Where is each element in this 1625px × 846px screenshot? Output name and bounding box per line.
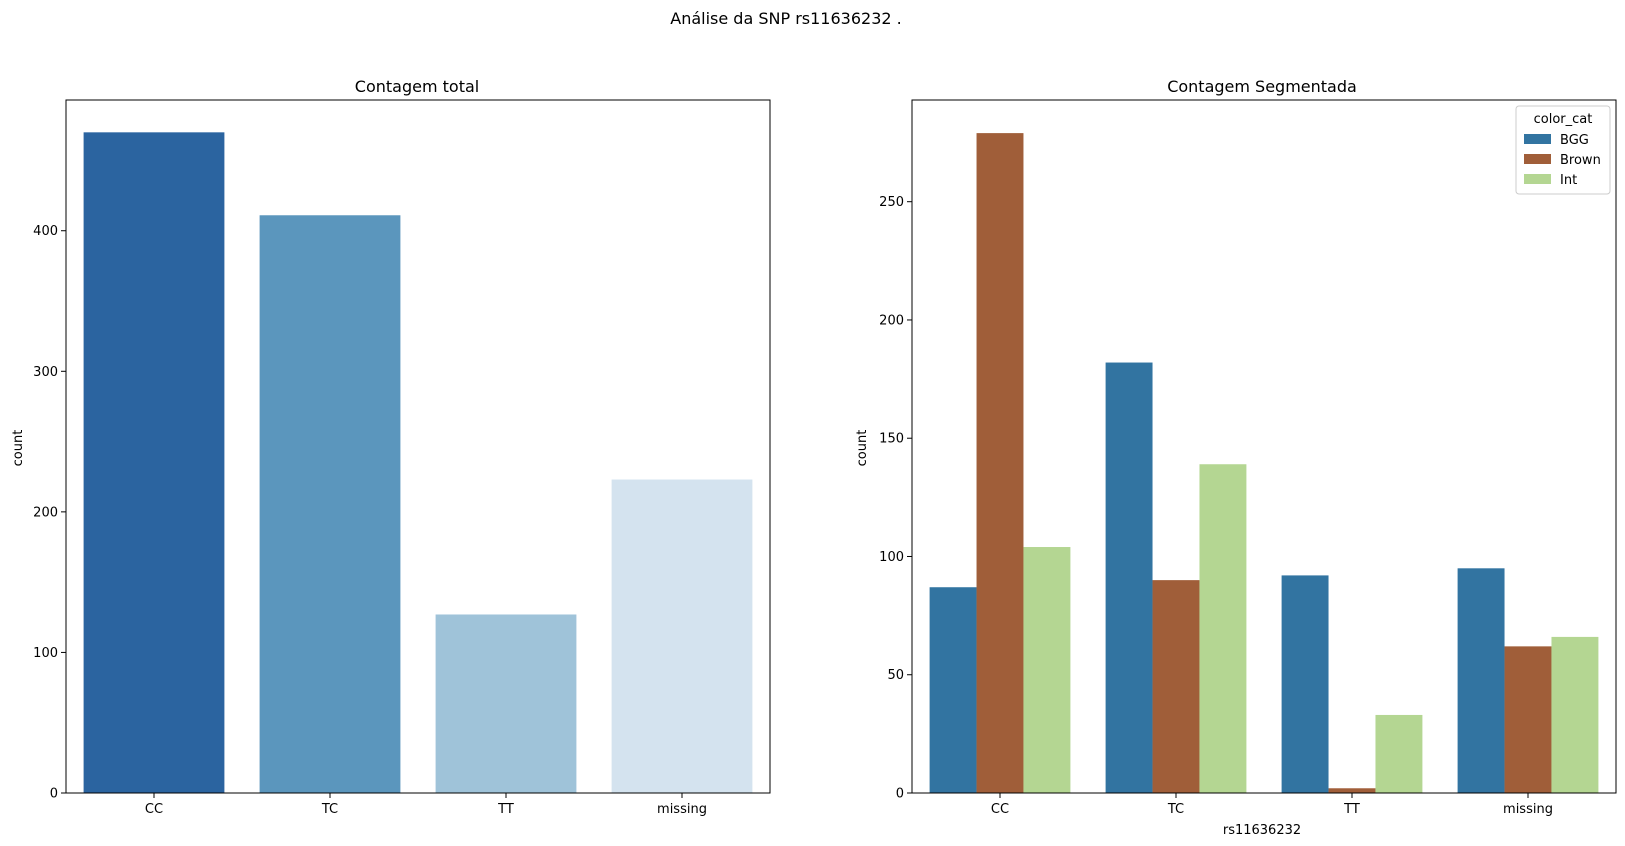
bar-Int-TT — [1375, 714, 1423, 793]
x-tick-label: TC — [1167, 802, 1184, 817]
y-tick-label: 100 — [33, 646, 58, 661]
x-tick-label: CC — [991, 802, 1009, 817]
chart-title: Contagem total — [355, 77, 479, 96]
legend-entry-Brown: Brown — [1560, 153, 1601, 168]
y-tick-label: 150 — [879, 432, 904, 447]
bar-Int-missing — [1551, 636, 1599, 793]
y-tick-label: 200 — [33, 505, 58, 520]
y-tick-label: 200 — [879, 313, 904, 328]
y-tick-label: 400 — [33, 224, 58, 239]
x-tick-label: TT — [497, 802, 514, 817]
x-tick-label: TC — [321, 802, 338, 817]
bar-Brown-TT — [1328, 788, 1376, 793]
legend-swatch-Int — [1524, 174, 1551, 184]
bar-TT — [435, 614, 577, 793]
y-tick-label: 300 — [33, 365, 58, 380]
y-tick-label: 0 — [50, 787, 58, 802]
y-axis-label: count — [11, 430, 26, 467]
bar-Int-TC — [1199, 464, 1247, 793]
y-tick-label: 50 — [887, 668, 904, 683]
bar-missing — [611, 479, 753, 793]
x-axis-label: rs11636232 — [1223, 823, 1301, 838]
bar-Int-CC — [1023, 547, 1071, 793]
y-tick-label: 100 — [879, 550, 904, 565]
bar-CC — [83, 132, 225, 793]
x-tick-label: TT — [1343, 802, 1360, 817]
legend-swatch-Brown — [1524, 154, 1551, 164]
x-tick-label: missing — [1503, 802, 1553, 817]
legend-entry-BGG: BGG — [1560, 133, 1589, 148]
y-tick-label: 250 — [879, 195, 904, 210]
chart-title: Contagem Segmentada — [1167, 77, 1357, 96]
bar-Brown-CC — [976, 133, 1024, 794]
legend-swatch-BGG — [1524, 134, 1551, 144]
plot-frame — [911, 99, 1617, 794]
x-tick-label: CC — [145, 802, 163, 817]
legend-box — [1515, 105, 1611, 195]
legend-title: color_cat — [1534, 112, 1593, 127]
chart-segmented-count: Contagem Segmentada count rs11636232 0 50… — [855, 77, 1617, 838]
bar-Brown-TC — [1152, 580, 1200, 793]
bar-BGG-CC — [929, 587, 977, 793]
chart-total-count: Contagem total count 0 100 200 300 400 CC TC TT… — [11, 77, 771, 817]
y-tick-label: 0 — [896, 787, 904, 802]
legend-entry-Int: Int — [1560, 173, 1577, 188]
bar-TC — [259, 215, 401, 793]
bar-Brown-missing — [1504, 646, 1552, 793]
bar-BGG-TC — [1105, 362, 1153, 793]
x-tick-label: missing — [657, 802, 707, 817]
legend: color_cat BGG Brown Int — [1515, 105, 1611, 195]
figure-suptitle: Análise da SNP rs11636232 . — [670, 9, 901, 28]
plot-frame — [65, 99, 771, 794]
bar-BGG-TT — [1281, 575, 1329, 793]
y-axis-label: count — [855, 430, 870, 467]
bar-BGG-missing — [1457, 568, 1505, 793]
